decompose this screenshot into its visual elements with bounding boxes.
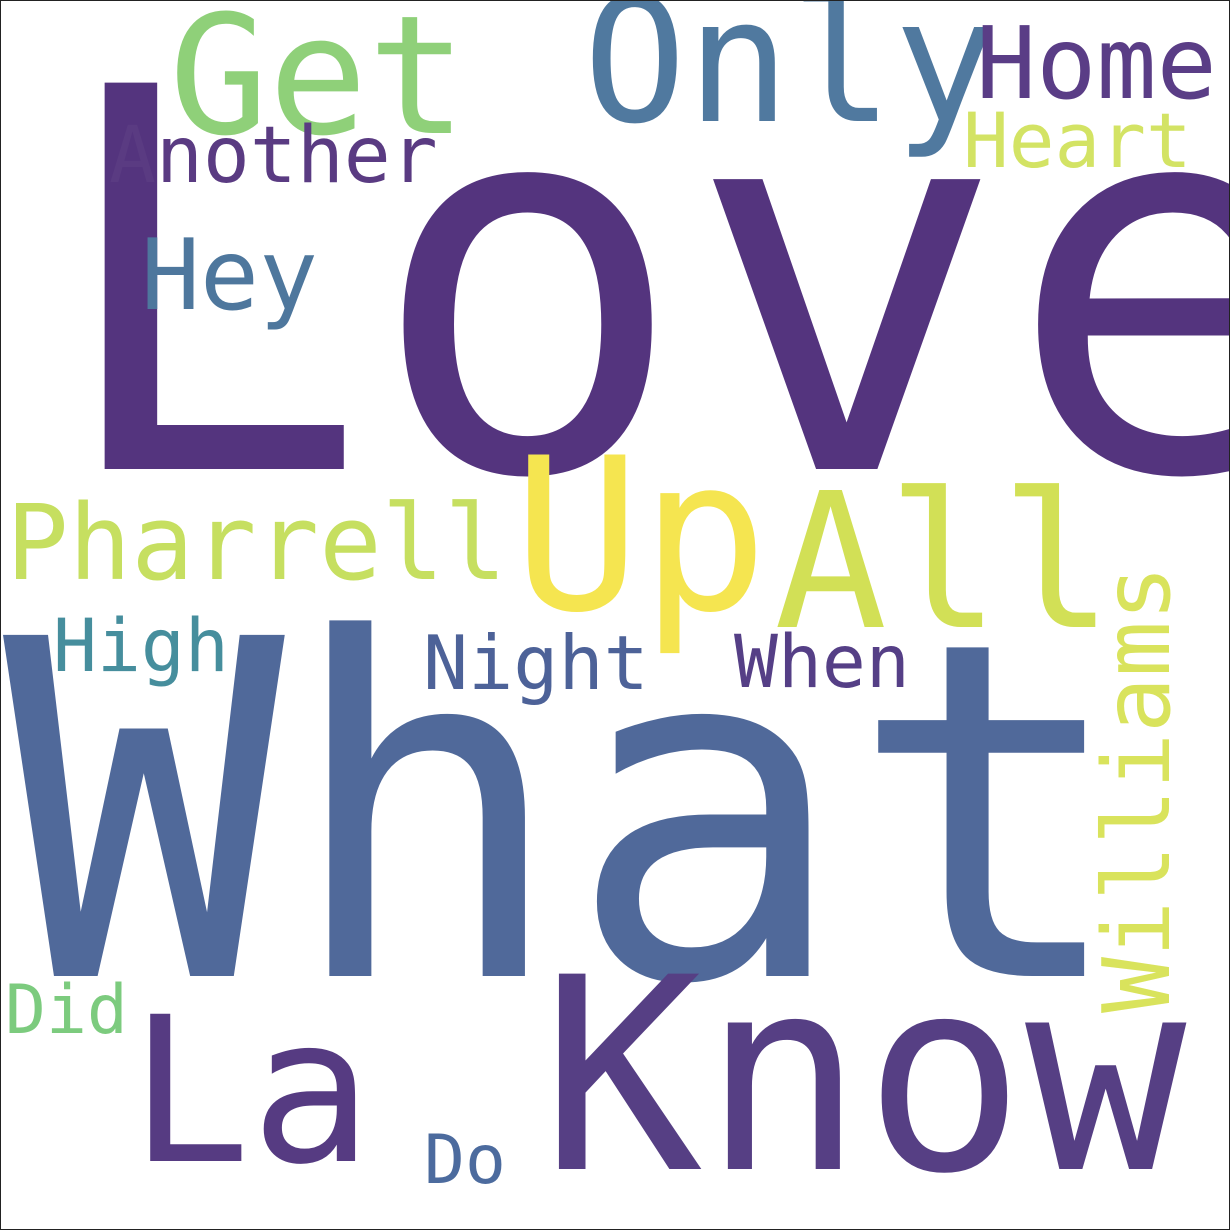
word-get: Get [169,1,467,172]
word-know: Know [541,921,1188,1229]
word-another: Another [109,111,438,201]
word-night: Night [423,619,649,707]
word-williams: Williams [1083,565,1191,1013]
word-when: When [734,620,910,705]
word-do: Do [424,1121,506,1200]
word-what: What [3,543,1130,1087]
word-hey: Hey [141,219,318,333]
word-heart: Heart [963,96,1192,185]
word-love: Love [49,1,1229,594]
word-high: High [53,604,229,689]
word-home: Home [976,5,1217,122]
word-la: La [129,973,372,1209]
word-did: Did [5,971,128,1050]
word-pharrell: Pharrell [6,482,507,604]
word-up: Up [513,412,768,659]
word-only: Only [583,1,997,162]
word-all: All [774,453,1114,672]
